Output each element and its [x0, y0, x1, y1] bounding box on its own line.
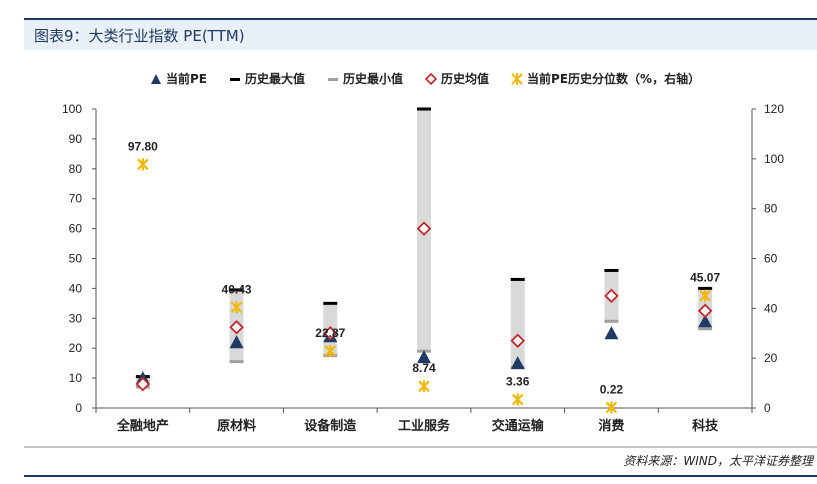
left-tick-label: 40 [69, 281, 83, 295]
right-tick-label: 80 [764, 202, 778, 216]
legend-item: 历史最大值 [229, 70, 305, 87]
max-marker [323, 301, 338, 305]
current-pe-marker [229, 335, 244, 349]
percentile-marker [605, 401, 618, 414]
category-label: 交通运输 [492, 418, 545, 434]
category-label: 全融地产 [116, 418, 169, 434]
legend-label: 当前PE历史分位数（%，右轴） [527, 72, 701, 86]
percentile-marker [418, 380, 430, 393]
percentile-label: 8.74 [412, 361, 436, 375]
right-tick-label: 120 [764, 102, 784, 116]
legend-item: 当前PE [150, 70, 207, 87]
dash-icon [328, 77, 339, 81]
legend-label: 历史最大值 [245, 72, 306, 86]
legend-item: 当前PE历史分位数（%，右轴） [511, 70, 700, 87]
average-marker [416, 221, 432, 236]
source-note: 资料来源：WIND，太平洋证券整理 [623, 454, 813, 468]
average-marker [323, 325, 338, 341]
percentile-label: 3.36 [506, 375, 530, 389]
left-tick-label: 100 [62, 102, 82, 116]
percentile-label: 40.43 [222, 282, 252, 296]
category-label: 消费 [598, 418, 624, 434]
average-marker [510, 333, 525, 348]
max-marker [604, 268, 619, 272]
right-tick-label: 40 [764, 301, 778, 315]
average-marker [135, 376, 151, 392]
left-tick-label: 60 [69, 222, 83, 236]
percentile-marker [230, 301, 243, 314]
category-label: 原材料 [217, 418, 256, 434]
right-tick-label: 0 [764, 401, 771, 415]
current-pe-marker [604, 326, 619, 340]
percentile-label: 0.22 [600, 382, 624, 396]
left-tick-label: 10 [69, 371, 83, 385]
current-pe-marker [510, 356, 525, 370]
legend-item: 历史最小值 [327, 70, 403, 87]
diamond-icon [425, 72, 438, 85]
legend: 当前PE 历史最大值 历史最小值 历史均值 当前PE历史分位数（%，右轴） [150, 70, 700, 87]
left-tick-label: 70 [69, 192, 83, 206]
legend-label: 历史均值 [441, 72, 490, 86]
percentile-label: 45.07 [690, 271, 720, 285]
percentile-marker [699, 289, 711, 302]
max-marker [417, 107, 431, 111]
dash-icon [230, 77, 240, 81]
star-icon [511, 72, 523, 85]
min-marker [229, 360, 244, 364]
title-bar: 图表9：大类行业指数 PE(TTM) [24, 18, 817, 50]
right-tick-label: 20 [764, 351, 778, 365]
current-pe-marker [698, 314, 713, 328]
percentile-marker [511, 393, 524, 406]
percentile-label: 97.80 [128, 139, 158, 153]
range-bar [510, 279, 525, 368]
max-marker [698, 286, 713, 290]
left-tick-label: 80 [69, 162, 83, 176]
chart-title: 图表9：大类行业指数 PE(TTM) [34, 27, 245, 45]
left-tick-label: 20 [69, 341, 83, 355]
min-marker [604, 319, 619, 323]
left-tick-label: 90 [69, 132, 83, 146]
percentile-marker [324, 345, 337, 358]
current-pe-marker [417, 350, 431, 364]
left-tick-label: 0 [75, 401, 82, 415]
triangle-icon [151, 73, 161, 84]
max-marker [510, 277, 525, 281]
category-label: 工业服务 [398, 418, 451, 434]
max-marker [229, 288, 244, 292]
percentile-marker [137, 158, 149, 171]
left-tick-label: 50 [69, 252, 83, 266]
average-marker [604, 288, 619, 304]
category-label: 设备制造 [304, 418, 357, 434]
average-marker [697, 303, 713, 319]
average-marker [229, 319, 244, 335]
category-label: 科技 [692, 418, 719, 434]
min-marker [698, 327, 713, 331]
right-tick-label: 100 [764, 152, 784, 166]
percentile-label: 22.87 [315, 326, 345, 340]
left-tick-label: 30 [69, 311, 83, 325]
bottom-divider [24, 475, 817, 477]
legend-label: 历史最小值 [343, 72, 404, 86]
legend-item: 历史均值 [425, 70, 489, 87]
legend-label: 当前PE [166, 72, 207, 86]
right-tick-label: 60 [764, 252, 778, 266]
